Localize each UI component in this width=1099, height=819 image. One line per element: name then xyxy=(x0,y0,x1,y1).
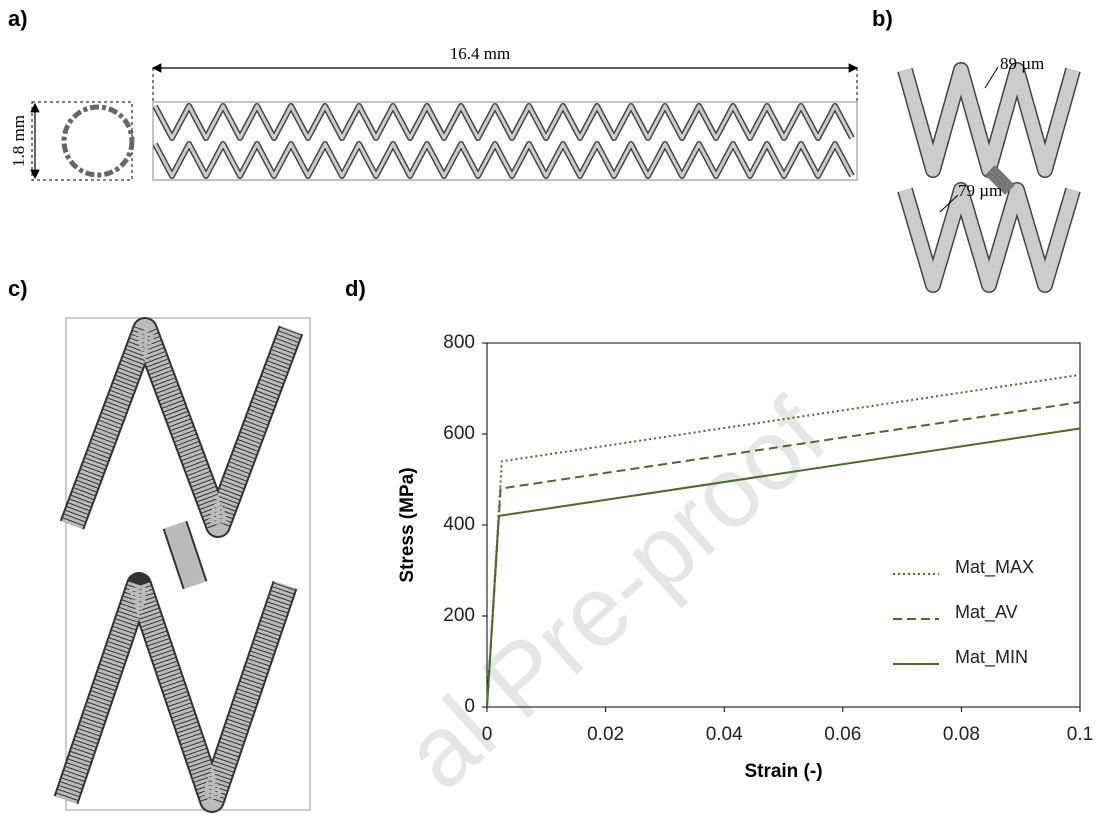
x-tick-label: 0.04 xyxy=(706,724,743,745)
panel-label: b) xyxy=(872,6,893,31)
legend-label: Mat_AV xyxy=(955,602,1018,623)
dimension-label: 89 µm xyxy=(1000,54,1044,73)
leader xyxy=(939,194,959,213)
stent-cross-section xyxy=(61,104,135,178)
stent-strut xyxy=(898,63,1080,177)
stent-strut xyxy=(153,104,854,140)
legend-label: Mat_MIN xyxy=(955,647,1028,668)
x-axis-label: Strain (-) xyxy=(744,761,822,782)
y-tick-label: 400 xyxy=(443,514,475,535)
leader xyxy=(984,66,999,89)
panel-label: d) xyxy=(345,276,366,301)
series-line xyxy=(486,427,1081,708)
y-tick-label: 0 xyxy=(464,696,475,717)
mesh-connector xyxy=(164,521,206,589)
x-tick-label: 0.06 xyxy=(824,724,861,745)
stent-connector xyxy=(985,165,1015,195)
mesh-strut xyxy=(61,319,302,536)
x-tick-label: 0.08 xyxy=(943,724,980,745)
stent-strut xyxy=(153,142,854,178)
y-tick-label: 800 xyxy=(443,332,475,353)
y-tick-label: 600 xyxy=(443,423,475,444)
mesh-strut xyxy=(55,574,296,811)
series-line xyxy=(486,373,1081,708)
dimension-label: 1.8 mm xyxy=(9,115,28,167)
x-tick-label: 0.02 xyxy=(587,724,624,745)
dimension-label: 79 µm xyxy=(958,181,1002,200)
panel-label: a) xyxy=(8,6,28,31)
dimension-label: 16.4 mm xyxy=(450,44,510,63)
x-tick-label: 0 xyxy=(482,724,493,745)
stent-strut xyxy=(898,183,1080,292)
y-tick-label: 200 xyxy=(443,605,475,626)
stent-outline xyxy=(152,101,858,181)
legend-label: Mat_MAX xyxy=(955,557,1034,578)
y-axis-label: Stress (MPa) xyxy=(397,467,418,582)
x-tick-label: 0.1 xyxy=(1067,724,1093,745)
panel-label: c) xyxy=(8,276,28,301)
